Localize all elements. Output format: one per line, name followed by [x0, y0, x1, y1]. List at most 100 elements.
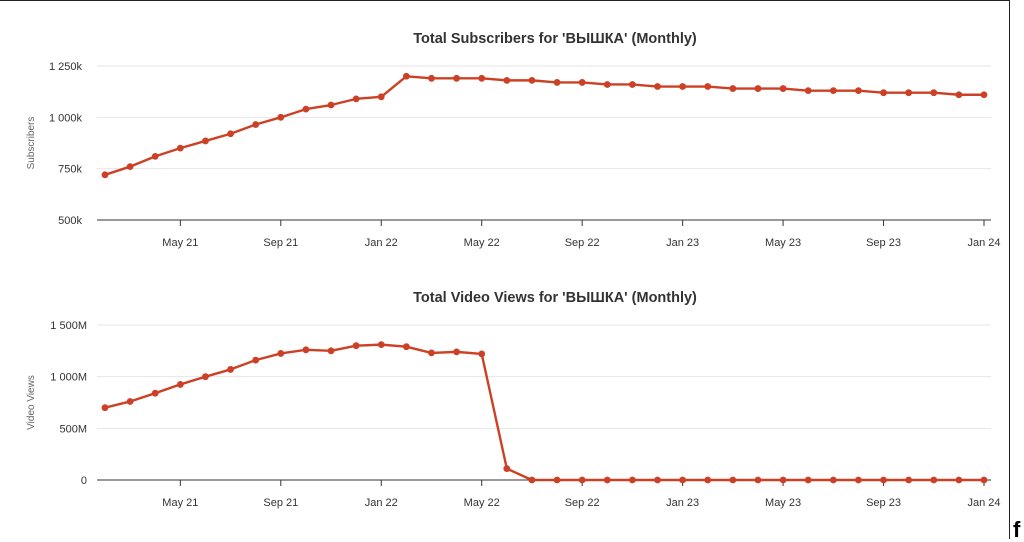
subscribers-data-point [528, 76, 536, 84]
subscribers-data-point [101, 171, 109, 179]
views-data-point [603, 476, 611, 484]
subscribers-chart: Total Subscribers for 'ВЫШКА' (Monthly) 5… [26, 31, 1001, 249]
subscribers-data-point [754, 85, 762, 92]
views-data-point [176, 381, 184, 388]
subscribers-data-point [478, 74, 486, 82]
subscribers-data-point [252, 121, 260, 128]
views-data-point [729, 476, 737, 484]
views-y-tick-label: 500M [59, 423, 87, 435]
views-data-point [553, 476, 561, 484]
subscribers-x-tick-label: May 23 [765, 237, 801, 249]
views-data-point [930, 476, 938, 484]
views-x-tick-label: Sep 22 [565, 497, 600, 509]
views-y-tick-label: 1 000M [50, 372, 87, 384]
views-data-point [654, 476, 661, 484]
subscribers-x-tick-label: May 22 [464, 237, 500, 249]
subscribers-data-point [428, 74, 435, 82]
subscribers-data-point [930, 89, 938, 97]
subscribers-data-point [402, 72, 410, 80]
subscribers-data-point [829, 87, 837, 95]
views-data-point [252, 356, 260, 364]
subscribers-data-point [377, 93, 385, 101]
views-data-point [101, 404, 109, 412]
subscribers-x-tick-label: Sep 23 [866, 237, 901, 249]
subscribers-data-point [176, 144, 184, 152]
subscribers-data-point [779, 85, 787, 92]
views-data-point [377, 341, 385, 349]
views-x-tick-label: Sep 21 [263, 497, 298, 509]
top-border-line [0, 0, 1010, 1]
subscribers-data-point [227, 130, 234, 138]
subscribers-data-point [679, 83, 687, 90]
views-data-point [227, 366, 234, 373]
views-y-tick-label: 0 [81, 475, 87, 487]
views-data-point [202, 373, 209, 381]
views-data-point [880, 476, 887, 484]
views-data-point [352, 342, 360, 350]
views-data-point [478, 350, 486, 358]
views-data-point [679, 476, 687, 484]
views-data-point [277, 350, 285, 357]
subscribers-data-point [880, 89, 887, 97]
views-x-tick-label: May 21 [162, 497, 198, 509]
subscribers-x-tick-label: Jan 23 [666, 237, 699, 249]
views-data-point [503, 465, 511, 473]
subscribers-x-tick-label: May 21 [162, 237, 198, 249]
views-series-line [104, 343, 984, 482]
subscribers-y-tick-label: 500k [58, 215, 82, 227]
subscribers-y-tick-label: 1 000k [49, 112, 83, 124]
subscribers-data-point [855, 87, 862, 95]
subscribers-data-point [553, 79, 561, 86]
subscribers-y-tick-label: 1 250k [49, 61, 83, 73]
subscribers-data-point [905, 89, 913, 97]
views-data-point [829, 476, 837, 484]
video-views-chart: Total Video Views for 'ВЫШКА' (Monthly) 0… [26, 290, 1001, 509]
subscribers-data-point [202, 137, 209, 145]
subscribers-chart-title: Total Subscribers for 'ВЫШКА' (Monthly) [413, 31, 697, 47]
views-data-point [302, 346, 310, 354]
subscribers-y-axis-label: Subscribers [26, 117, 37, 170]
subscribers-data-point [804, 87, 812, 95]
corner-glyph: f [1013, 517, 1021, 542]
views-data-point [126, 398, 134, 405]
views-data-point [855, 476, 862, 484]
subscribers-x-tick-label: Sep 21 [263, 237, 298, 249]
views-data-point [528, 476, 536, 484]
subscribers-data-point [352, 95, 360, 103]
subscribers-data-point [603, 81, 611, 88]
subscribers-x-tick-label: Jan 22 [365, 237, 398, 249]
subscribers-x-tick-label: Sep 22 [565, 237, 600, 249]
views-y-axis-label: Video Views [26, 375, 37, 430]
subscribers-data-point [578, 79, 586, 86]
views-x-tick-label: May 23 [765, 497, 801, 509]
views-data-point [905, 476, 913, 484]
views-data-point [779, 476, 787, 484]
views-chart-title: Total Video Views for 'ВЫШКА' (Monthly) [413, 290, 697, 306]
views-data-point [704, 476, 712, 484]
views-y-tick-label: 1 500M [50, 320, 87, 332]
subscribers-data-point [704, 83, 712, 90]
views-x-tick-label: Jan 24 [967, 497, 1000, 509]
right-border-line [1009, 0, 1010, 539]
subscribers-data-point [729, 85, 737, 92]
views-data-point [955, 476, 963, 484]
views-x-tick-label: Jan 22 [365, 497, 398, 509]
subscribers-data-point [955, 91, 963, 99]
subscribers-data-point [980, 91, 988, 99]
views-x-tick-label: Sep 23 [866, 497, 901, 509]
views-data-point [428, 349, 435, 357]
subscribers-data-point [503, 76, 511, 84]
subscribers-data-point [277, 113, 285, 121]
views-data-point [578, 476, 586, 484]
views-data-point [754, 476, 762, 484]
views-data-point [327, 347, 335, 355]
subscribers-x-tick-label: Jan 24 [967, 237, 1000, 249]
subscribers-data-point [453, 74, 460, 82]
views-x-tick-label: May 22 [464, 497, 500, 509]
subscribers-data-point [654, 83, 661, 90]
subscribers-series-line [104, 75, 984, 176]
subscribers-data-point [327, 101, 335, 109]
subscribers-y-tick-label: 750k [58, 164, 82, 176]
subscribers-data-point [302, 105, 310, 113]
